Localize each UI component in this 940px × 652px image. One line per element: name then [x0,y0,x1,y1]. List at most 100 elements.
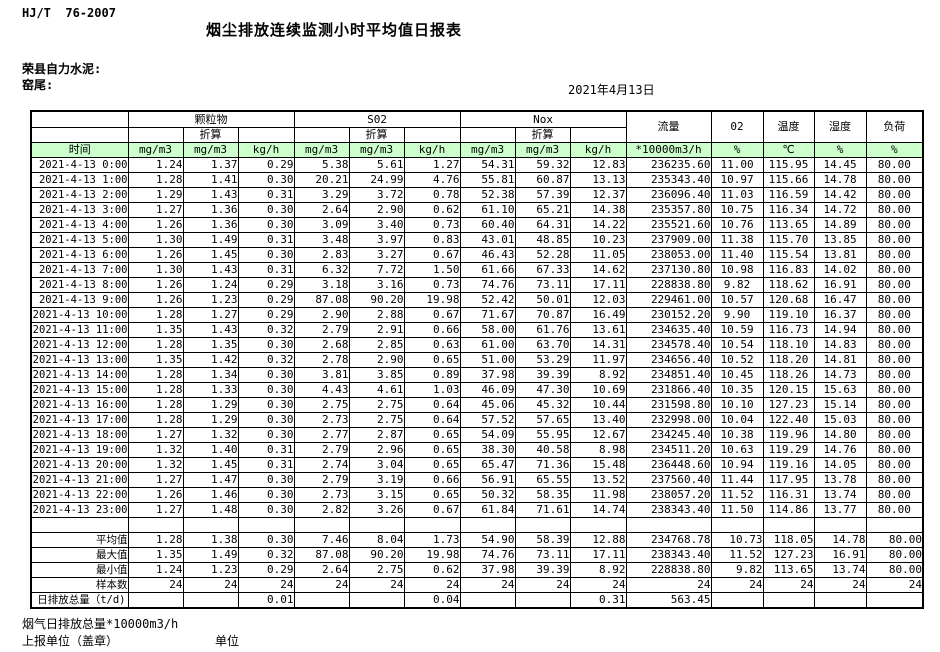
value-cell: 10.94 [710,457,764,473]
value-cell: 12.67 [569,427,627,443]
value-cell: 3.27 [348,247,405,263]
blank-cell [865,517,924,533]
value-cell: 11.52 [710,487,764,503]
summary-row: 样本数 24 24 24 24 24 24 24 24 24 24 24 24 24 24 [30,577,924,593]
value-cell: 60.40 [459,217,516,233]
value-cell: 80.00 [865,427,924,443]
value-cell: 0.30 [237,337,295,353]
value-cell: 15.14 [813,397,867,413]
value-cell: 119.96 [762,427,815,443]
value-cell: 65.47 [459,457,516,473]
value-cell: 80.00 [865,217,924,233]
value-cell: 0.65 [403,427,461,443]
value-cell: 234656.40 [625,352,712,368]
value-cell: 80.00 [865,187,924,203]
value-cell: 10.52 [710,352,764,368]
value-cell: 2.88 [348,307,405,323]
blank-cell [514,517,571,533]
value-cell: 39.39 [514,367,571,383]
data-row: 2021-4-13 18:00 1.27 1.32 0.30 2.77 2.87 0.65 5… [30,427,924,443]
value-cell: 53.29 [514,352,571,368]
value-cell: 16.47 [813,292,867,308]
summary-value-cell: 39.39 [514,562,571,578]
value-cell: 58.00 [459,322,516,338]
value-cell: 0.31 [237,187,295,203]
value-cell: 237909.00 [625,232,712,248]
company-name: 荣县自力水泥: [22,62,102,76]
summary-value-cell: 14.78 [813,532,867,548]
value-cell: 80.00 [865,172,924,188]
blank-cell [813,517,867,533]
value-cell: 5.61 [348,157,405,173]
value-cell: 16.37 [813,307,867,323]
value-cell: 238343.40 [625,502,712,518]
value-cell: 1.27 [403,157,461,173]
value-cell: 0.30 [237,217,295,233]
value-cell: 80.00 [865,277,924,293]
value-cell: 40.58 [514,442,571,458]
value-cell: 116.73 [762,322,815,338]
value-cell: 2.82 [293,502,350,518]
daily-total-value-cell [813,592,867,609]
data-row: 2021-4-13 5:00 1.30 1.49 0.31 3.48 3.97 0.83 43… [30,232,924,248]
value-cell: 1.46 [182,487,239,503]
summary-value-cell: 16.91 [813,547,867,563]
summary-value-cell: 127.23 [762,547,815,563]
value-cell: 0.31 [237,262,295,278]
data-row: 2021-4-13 22:00 1.26 1.46 0.30 2.73 3.15 0.65 5… [30,487,924,503]
value-cell: 1.50 [403,262,461,278]
value-cell: 229461.00 [625,292,712,308]
summary-value-cell: 1.73 [403,532,461,548]
value-cell: 118.20 [762,352,815,368]
value-cell: 13.77 [813,502,867,518]
value-cell: 16.49 [569,307,627,323]
value-cell: 1.32 [127,442,184,458]
blank-cell [459,517,516,533]
value-cell: 14.83 [813,337,867,353]
header-converted-row: 折算 折算 折算 [30,127,923,143]
value-cell: 1.28 [127,367,184,383]
value-cell: 1.35 [127,322,184,338]
data-row: 2021-4-13 19:00 1.32 1.40 0.31 2.79 2.96 0.65 3… [30,442,924,458]
value-cell: 55.81 [459,172,516,188]
blank-cell [403,127,461,143]
blank-cell [403,517,461,533]
unit-cell: mg/m3 [459,142,516,158]
value-cell: 14.42 [813,187,867,203]
summary-label-cell: 最大值 [30,547,129,563]
value-cell: 0.29 [237,292,295,308]
value-cell: 0.65 [403,352,461,368]
report-unit-label: 上报单位（盖章） [22,634,119,648]
summary-value-cell: 1.24 [127,562,184,578]
value-cell: 54.31 [459,157,516,173]
value-cell: 1.36 [182,217,239,233]
value-cell: 1.30 [127,232,184,248]
daily-total-value-cell: 0.01 [237,592,295,609]
value-cell: 59.32 [514,157,571,173]
summary-row: 平均值 1.28 1.38 0.30 7.46 8.04 1.73 54.90 58.39 12.… [30,532,924,548]
value-cell: 13.40 [569,412,627,428]
value-cell: 115.66 [762,172,815,188]
summary-value-cell: 24 [403,577,461,593]
value-cell: 87.08 [293,292,350,308]
converted-label-nox: 折算 [514,127,571,143]
value-cell: 13.61 [569,322,627,338]
value-cell: 1.27 [127,502,184,518]
value-cell: 2.73 [293,412,350,428]
value-cell: 238053.00 [625,247,712,263]
value-cell: 1.24 [127,157,184,173]
value-cell: 80.00 [865,202,924,218]
value-cell: 80.00 [865,367,924,383]
value-cell: 10.76 [710,217,764,233]
value-cell: 119.29 [762,442,815,458]
value-cell: 14.31 [569,337,627,353]
value-cell: 1.41 [182,172,239,188]
data-row: 2021-4-13 16:00 1.28 1.29 0.30 2.75 2.75 0.64 4… [30,397,924,413]
unit-cell: % [865,142,924,158]
value-cell: 14.22 [569,217,627,233]
time-cell: 2021-4-13 16:00 [30,397,129,413]
value-cell: 14.78 [813,172,867,188]
value-cell: 234635.40 [625,322,712,338]
value-cell: 237560.40 [625,472,712,488]
summary-value-cell: 24 [710,577,764,593]
